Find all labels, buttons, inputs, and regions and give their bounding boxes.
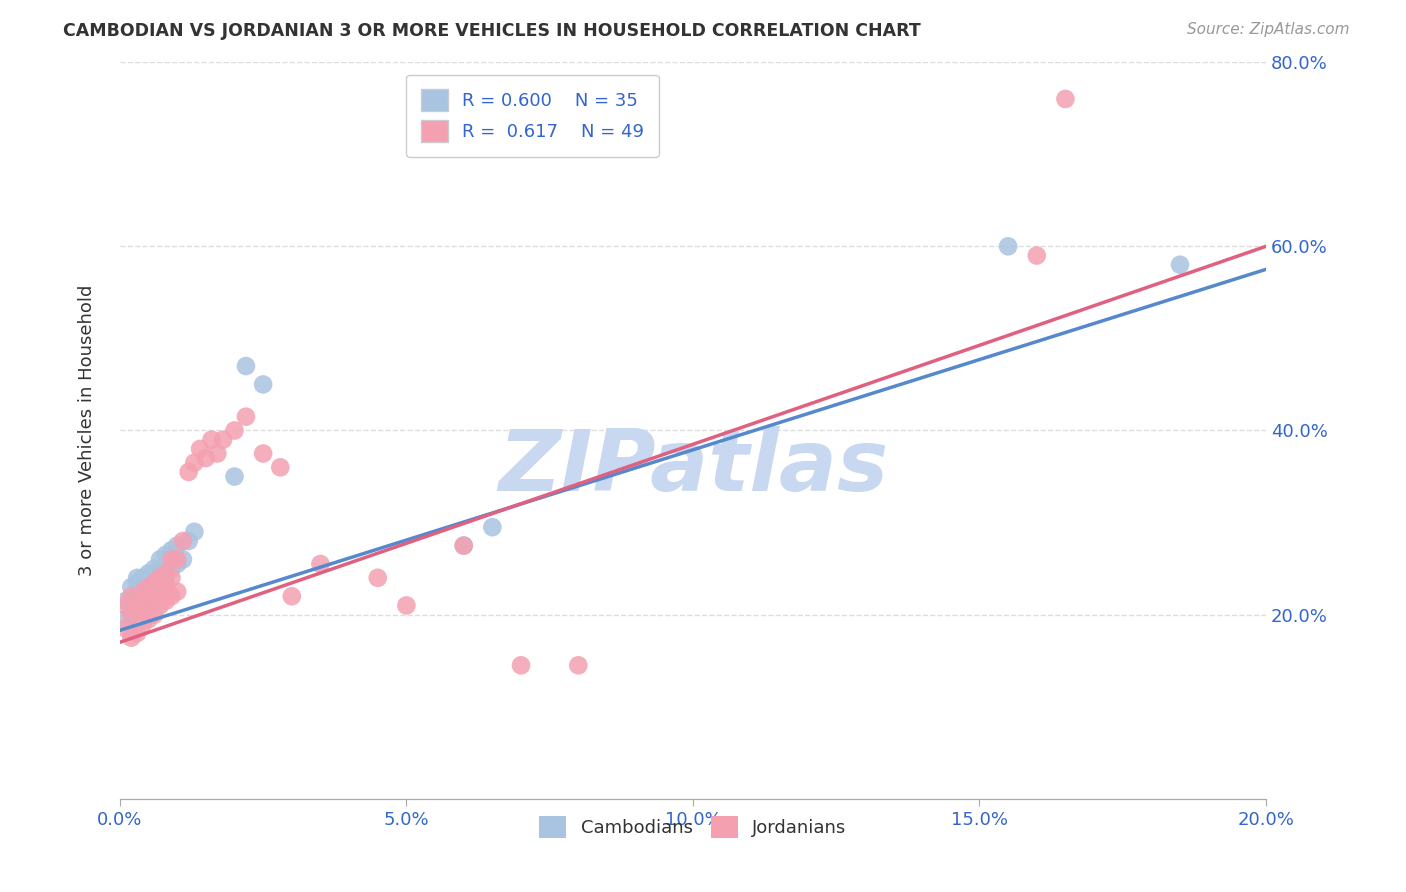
Point <box>395 599 418 613</box>
Point <box>177 533 200 548</box>
Point <box>183 456 205 470</box>
Point <box>120 607 142 622</box>
Point <box>188 442 211 456</box>
Point <box>114 594 136 608</box>
Point <box>510 658 533 673</box>
Point <box>235 409 257 424</box>
Point <box>138 580 160 594</box>
Point <box>281 589 304 603</box>
Point <box>143 607 166 622</box>
Point <box>567 658 589 673</box>
Text: CAMBODIAN VS JORDANIAN 3 OR MORE VEHICLES IN HOUSEHOLD CORRELATION CHART: CAMBODIAN VS JORDANIAN 3 OR MORE VEHICLE… <box>63 22 921 40</box>
Point <box>166 539 188 553</box>
Point <box>160 561 183 575</box>
Point <box>177 465 200 479</box>
Point <box>309 557 332 571</box>
Point <box>132 616 155 631</box>
Point <box>132 584 155 599</box>
Point <box>143 589 166 603</box>
Point <box>481 520 503 534</box>
Point <box>143 575 166 590</box>
Point <box>120 594 142 608</box>
Point <box>1168 258 1191 272</box>
Point <box>367 571 389 585</box>
Point <box>252 377 274 392</box>
Point <box>235 359 257 373</box>
Text: Source: ZipAtlas.com: Source: ZipAtlas.com <box>1187 22 1350 37</box>
Point <box>143 580 166 594</box>
Point <box>149 566 172 581</box>
Point <box>149 599 172 613</box>
Point <box>143 561 166 575</box>
Point <box>160 552 183 566</box>
Point <box>166 552 188 566</box>
Point <box>132 603 155 617</box>
Point <box>155 594 177 608</box>
Point <box>149 584 172 599</box>
Point <box>207 446 229 460</box>
Point <box>120 580 142 594</box>
Point <box>132 584 155 599</box>
Point <box>155 580 177 594</box>
Point <box>143 575 166 590</box>
Point <box>160 571 183 585</box>
Point <box>224 469 246 483</box>
Point <box>125 575 148 590</box>
Point <box>120 631 142 645</box>
Point <box>997 239 1019 253</box>
Y-axis label: 3 or more Vehicles in Household: 3 or more Vehicles in Household <box>79 285 96 576</box>
Point <box>125 589 148 603</box>
Point <box>453 539 475 553</box>
Point <box>125 626 148 640</box>
Point <box>114 612 136 626</box>
Point <box>194 451 217 466</box>
Point <box>138 594 160 608</box>
Point <box>149 552 172 566</box>
Point <box>132 594 155 608</box>
Point <box>166 557 188 571</box>
Point <box>155 571 177 585</box>
Point <box>269 460 291 475</box>
Point <box>172 552 194 566</box>
Point <box>252 446 274 460</box>
Text: ZIPatlas: ZIPatlas <box>498 425 889 508</box>
Point <box>1025 248 1047 262</box>
Point <box>138 599 160 613</box>
Point <box>125 571 148 585</box>
Point <box>114 599 136 613</box>
Legend: Cambodians, Jordanians: Cambodians, Jordanians <box>531 808 853 845</box>
Point <box>224 424 246 438</box>
Point <box>1054 92 1077 106</box>
Point <box>149 571 172 585</box>
Point <box>172 533 194 548</box>
Point <box>114 622 136 636</box>
Point <box>160 543 183 558</box>
Point <box>125 594 148 608</box>
Point <box>138 566 160 581</box>
Point <box>138 612 160 626</box>
Point <box>212 433 235 447</box>
Point <box>155 566 177 581</box>
Point <box>166 584 188 599</box>
Point <box>200 433 222 447</box>
Point <box>453 539 475 553</box>
Point <box>138 584 160 599</box>
Point <box>160 589 183 603</box>
Point <box>183 524 205 539</box>
Point <box>125 603 148 617</box>
Point <box>155 548 177 562</box>
Point <box>120 589 142 603</box>
Point <box>120 607 142 622</box>
Point <box>132 571 155 585</box>
